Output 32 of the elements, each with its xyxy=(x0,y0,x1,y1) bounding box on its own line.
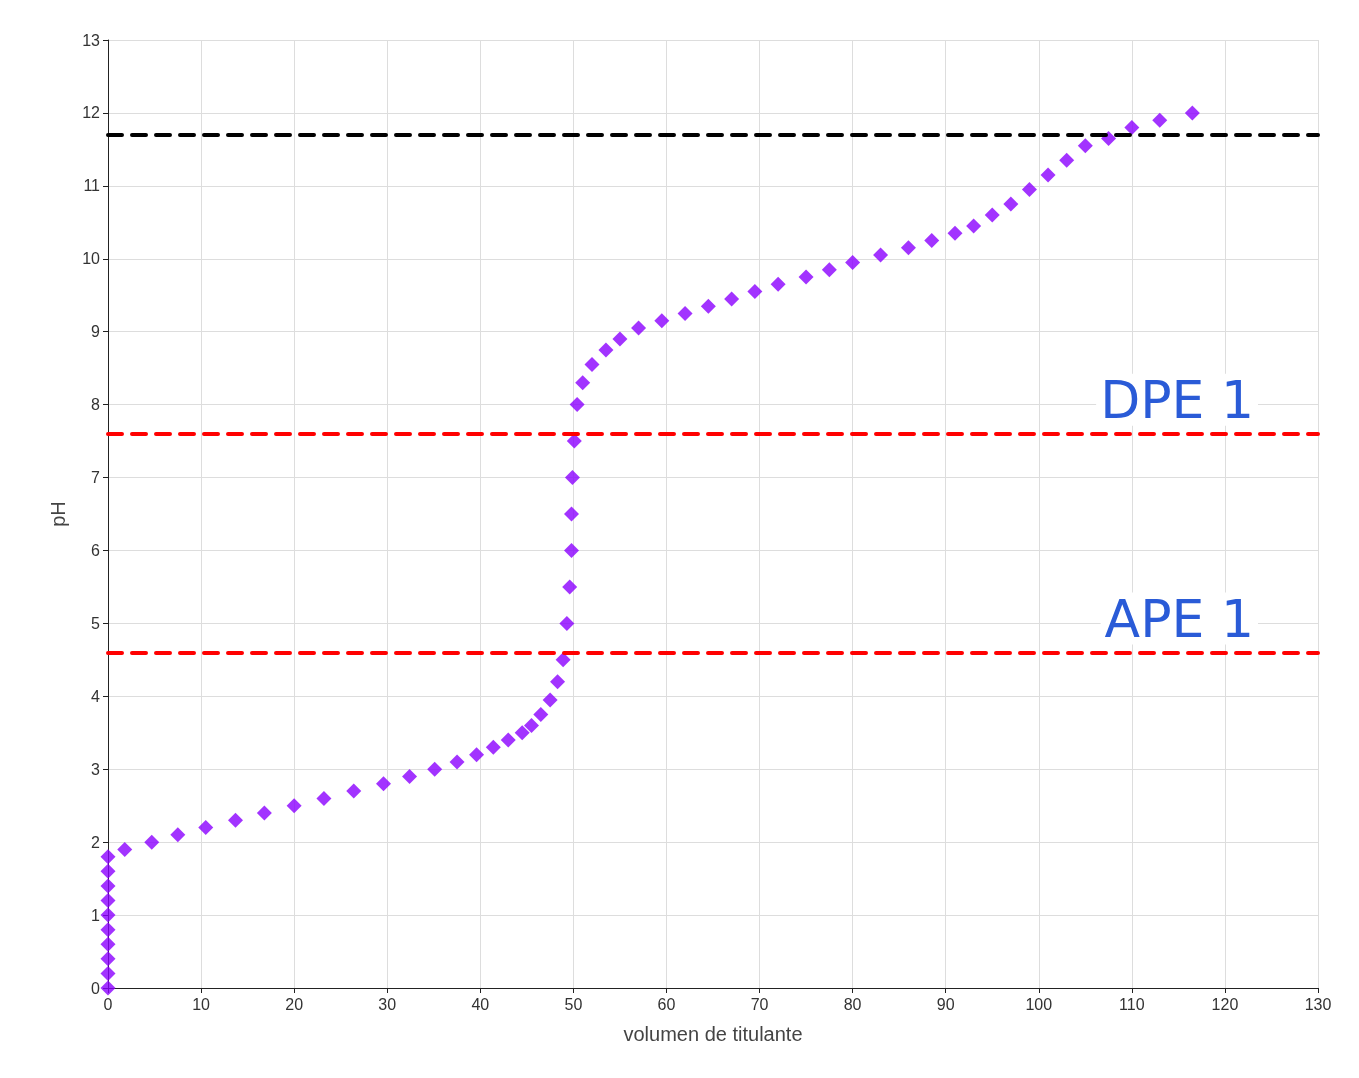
ref-line-label: APE 1 xyxy=(1104,588,1254,649)
y-tick-label: 10 xyxy=(82,250,101,268)
x-tick-label: 100 xyxy=(1025,995,1053,1013)
x-tick-label: 40 xyxy=(471,995,490,1013)
y-tick-label: 4 xyxy=(91,687,101,705)
y-tick-label: 12 xyxy=(82,104,101,122)
x-tick-label: 50 xyxy=(564,995,583,1013)
x-tick-label: 110 xyxy=(1119,995,1145,1013)
x-tick-label: 10 xyxy=(192,995,211,1013)
x-tick-label: 90 xyxy=(936,995,955,1013)
x-tick-label: 70 xyxy=(750,995,769,1013)
x-tick-label: 0 xyxy=(103,995,113,1013)
ref-line-label: DPE 1 xyxy=(1100,369,1254,430)
y-tick-label: 6 xyxy=(91,541,101,559)
y-tick-label: 5 xyxy=(91,614,101,632)
y-tick-label: 13 xyxy=(82,31,101,49)
y-tick-label: 1 xyxy=(91,906,101,924)
x-tick-label: 60 xyxy=(657,995,676,1013)
y-tick-label: 8 xyxy=(91,396,101,414)
y-tick-label: 9 xyxy=(91,323,101,341)
y-tick-label: 3 xyxy=(91,760,101,778)
x-tick-label: 80 xyxy=(843,995,862,1013)
x-tick-label: 130 xyxy=(1304,995,1332,1013)
y-tick-label: 0 xyxy=(91,979,101,997)
y-axis-title: pH xyxy=(47,501,69,527)
y-tick-label: 7 xyxy=(91,469,101,487)
x-tick-label: 120 xyxy=(1211,995,1239,1013)
x-tick-label: 20 xyxy=(285,995,304,1013)
y-tick-label: 2 xyxy=(91,833,101,851)
x-tick-label: 30 xyxy=(378,995,397,1013)
y-tick-label: 11 xyxy=(83,177,101,195)
x-axis-title: volumen de titulante xyxy=(623,1023,803,1045)
